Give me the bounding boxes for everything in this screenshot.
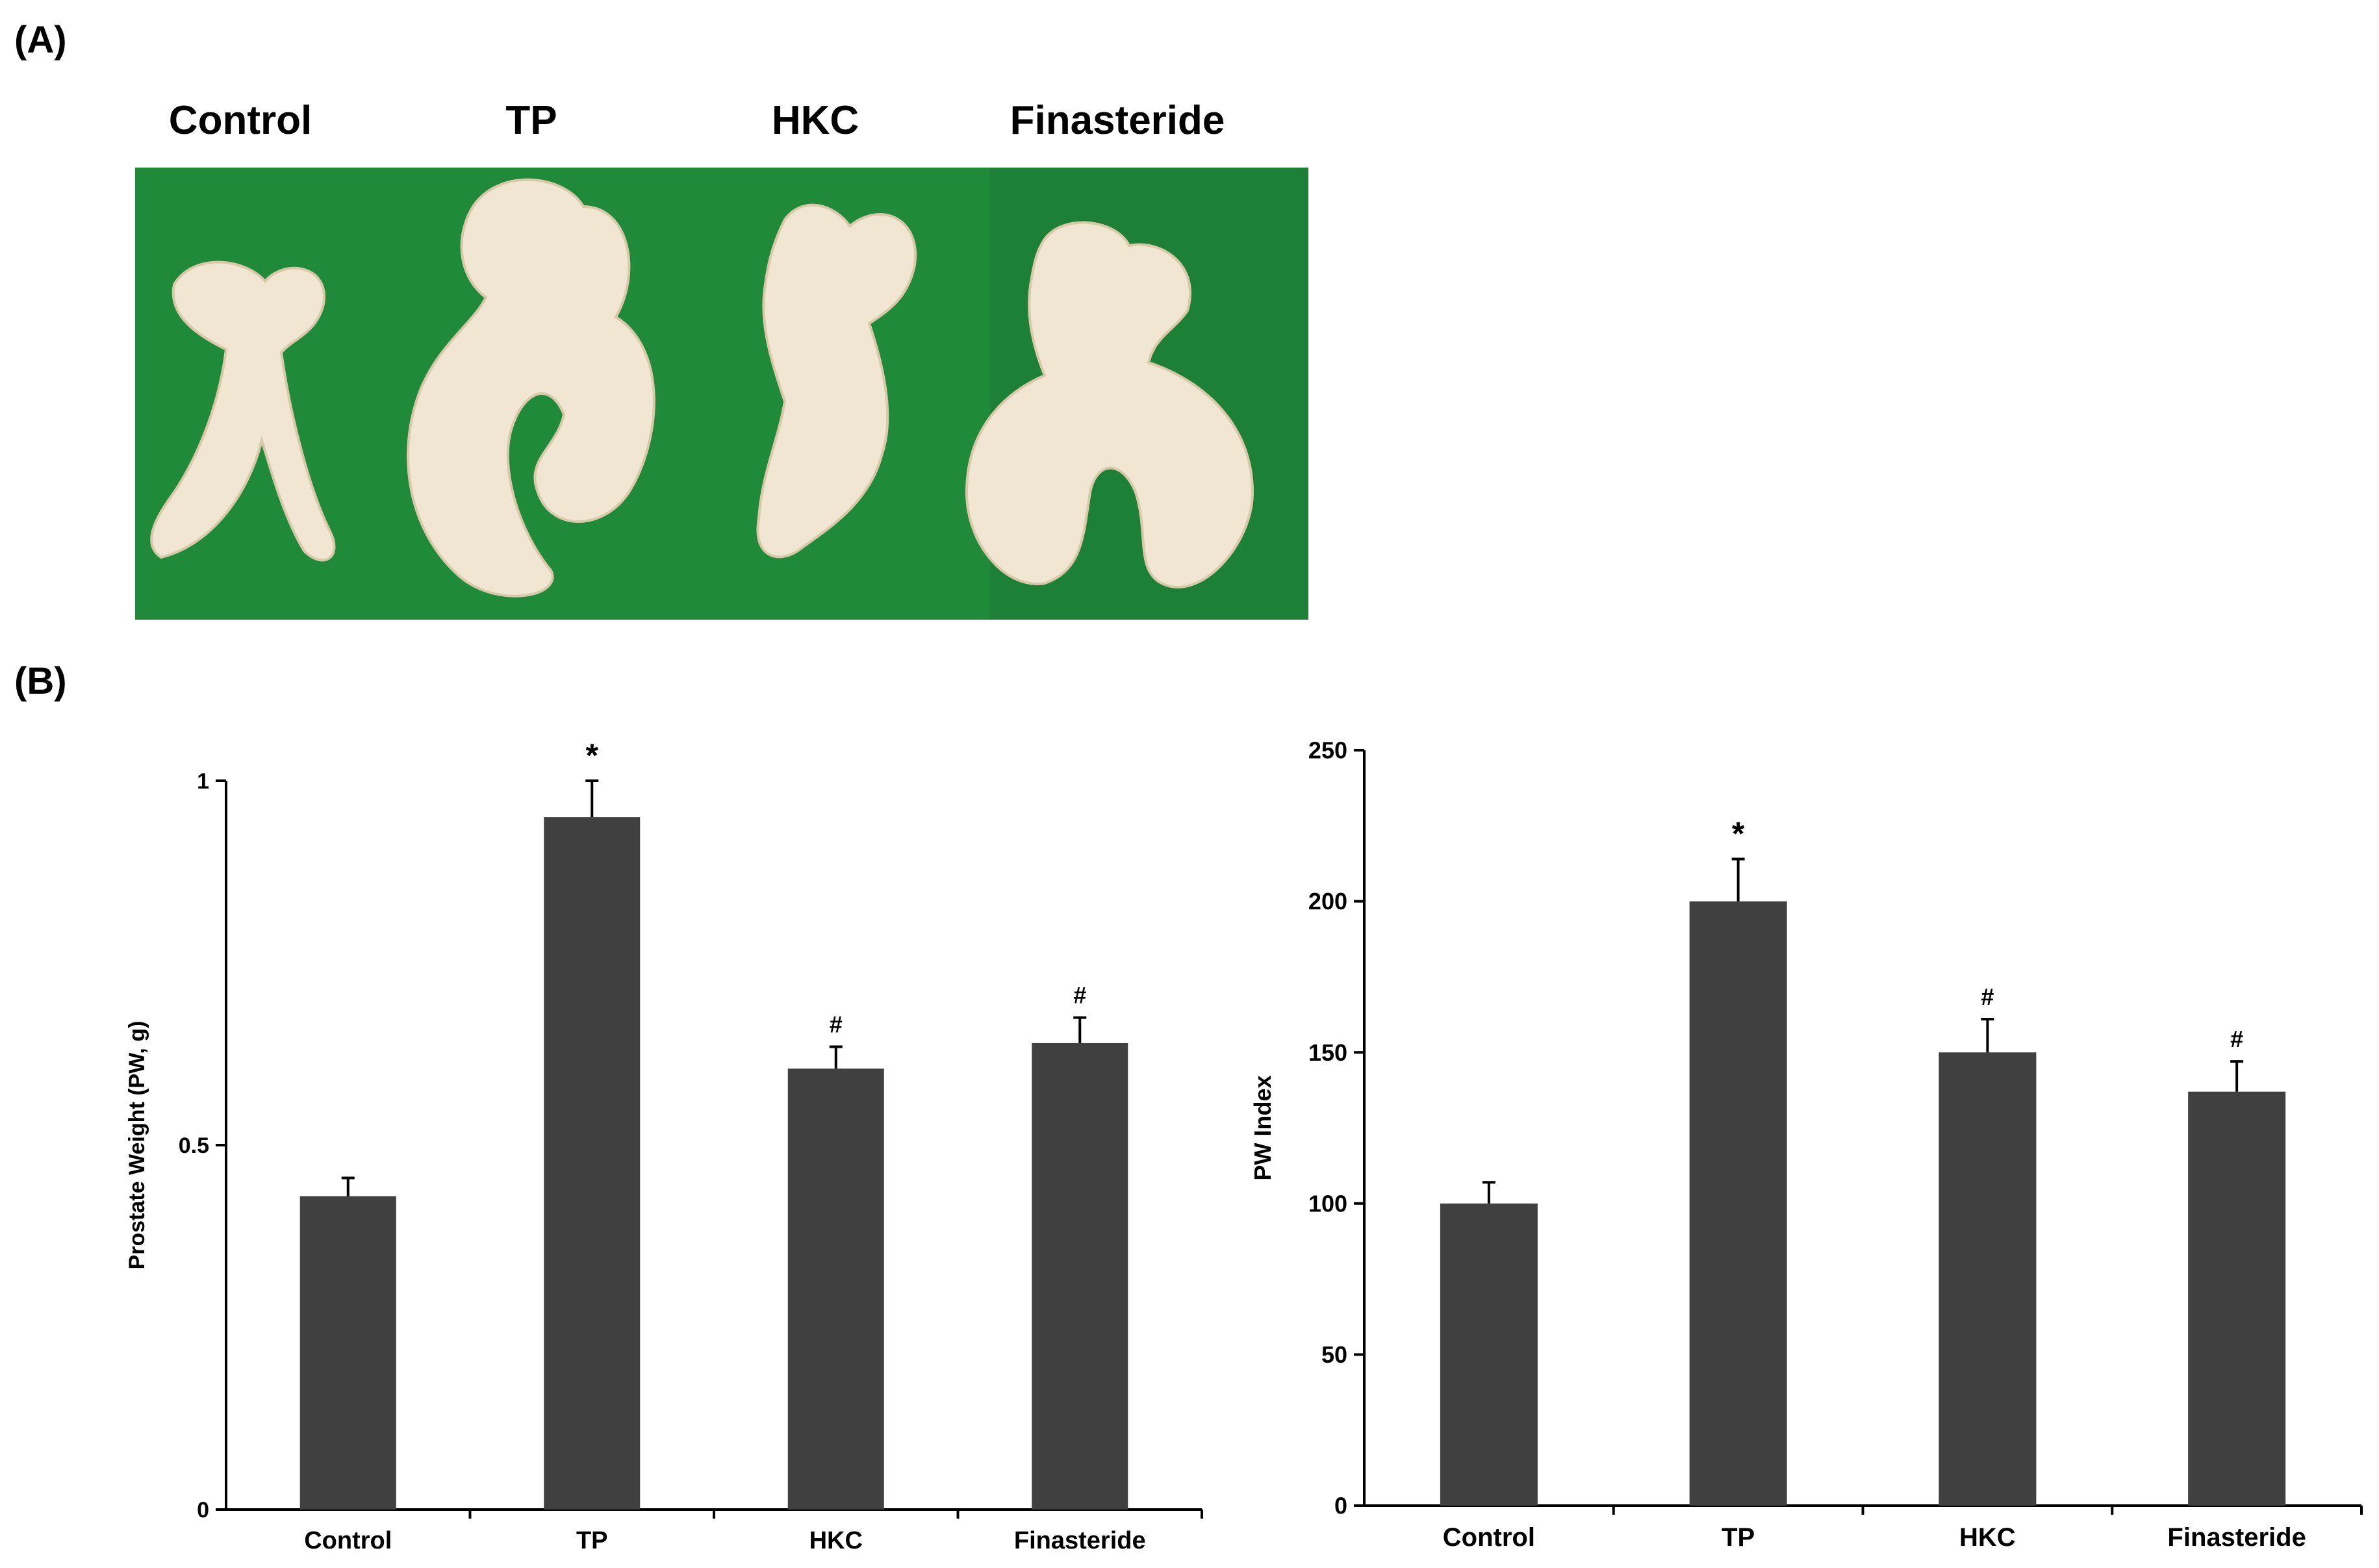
pw-y-tick-label: 0.5 (179, 1133, 209, 1158)
index-bar-hkc (1939, 1052, 2037, 1506)
index-y-tick-label: 250 (1308, 737, 1347, 764)
pw-category-label: Control (304, 1527, 392, 1554)
specimen-tp (407, 178, 655, 598)
index-y-tick-label: 100 (1308, 1190, 1347, 1217)
panel-label-b: (B) (14, 660, 67, 702)
pw-bar-hkc (787, 1069, 884, 1510)
pw-significance-mark: * (586, 737, 599, 774)
pw-y-tick-label: 1 (197, 769, 209, 794)
index-bar-control (1440, 1203, 1538, 1506)
index-category-label: HKC (1959, 1523, 2016, 1552)
index-bar-tp (1689, 901, 1787, 1506)
index-category-label: Control (1443, 1523, 1535, 1552)
photo-label-hkc: HKC (771, 98, 859, 143)
index-bar-finasteride (2188, 1091, 2286, 1506)
photo-label-control: Control (168, 98, 312, 143)
panel-label-a: (A) (14, 19, 67, 61)
index-y-tick-label: 0 (1334, 1493, 1347, 1519)
index-y-axis-label: PW Index (1249, 1075, 1276, 1180)
index-category-label: Finasteride (2167, 1523, 2306, 1552)
pw-significance-mark: # (1073, 982, 1086, 1009)
pw-y-axis-label: Prostate Weight (PW, g) (125, 1021, 149, 1270)
photo-label-tp: TP (505, 98, 557, 143)
index-significance-mark: # (2230, 1026, 2243, 1052)
pw-bar-finasteride (1032, 1043, 1128, 1510)
index-y-tick-label: 200 (1308, 888, 1347, 915)
index-y-tick-label: 150 (1308, 1039, 1347, 1066)
specimen-control (150, 260, 336, 562)
specimen-finasteride (965, 221, 1254, 588)
pw-bar-control (299, 1196, 396, 1510)
index-category-label: TP (1722, 1523, 1755, 1552)
prostate-specimen-photo (135, 168, 1308, 620)
index-significance-mark: # (1981, 983, 1994, 1010)
pw-category-label: HKC (809, 1527, 863, 1554)
pw-y-tick-label: 0 (197, 1498, 209, 1523)
pw-category-label: Finasteride (1014, 1527, 1146, 1554)
index-significance-mark: * (1732, 815, 1745, 852)
chart-prostate-weight: 0 0.5 1 Control * TP # HKC # Finasteride Prostate … (125, 737, 1203, 1554)
pw-significance-mark: # (830, 1011, 843, 1038)
index-y-tick-label: 50 (1321, 1341, 1347, 1368)
chart-pw-index: 0 50 100 150 200 250 Control * TP # HKC # Finasterid… (1249, 737, 2363, 1552)
pw-category-label: TP (576, 1527, 608, 1554)
specimen-hkc (756, 203, 917, 559)
pw-bar-tp (544, 817, 641, 1510)
photo-label-finasteride: Finasteride (1010, 98, 1225, 143)
